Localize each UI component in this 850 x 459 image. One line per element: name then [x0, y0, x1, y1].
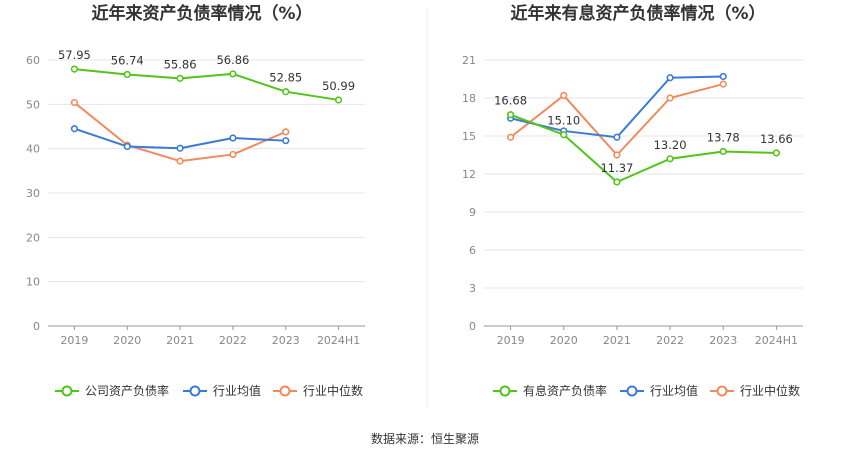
- y-tick-label: 15: [462, 130, 476, 143]
- data-label: 13.20: [654, 138, 687, 152]
- data-label: 15.10: [547, 114, 580, 128]
- y-tick-label: 12: [462, 168, 476, 181]
- x-tick-label: 2019: [497, 334, 525, 347]
- y-tick-label: 6: [469, 244, 476, 257]
- data-point: [176, 144, 184, 152]
- data-point: [334, 96, 343, 104]
- data-point: [123, 70, 131, 79]
- legend-swatch-marker: [61, 385, 73, 397]
- x-tick-label: 2022: [219, 334, 247, 347]
- data-point: [282, 128, 290, 136]
- x-tick-label: 2020: [113, 334, 141, 347]
- legend-swatch-marker: [499, 385, 511, 397]
- data-point: [719, 80, 727, 88]
- x-tick-label: 2020: [550, 334, 578, 347]
- y-tick-label: 3: [469, 282, 476, 295]
- data-point: [282, 137, 290, 145]
- data-label: 56.86: [216, 53, 249, 67]
- legend-swatch-marker: [279, 385, 291, 397]
- legend-label: 行业均值: [650, 383, 698, 398]
- y-tick-label: 50: [26, 98, 40, 111]
- series-line-2: [73, 101, 287, 163]
- chart-title: 近年来资产负债率情况（%）: [91, 3, 312, 24]
- data-point: [70, 125, 79, 133]
- data-point: [719, 147, 727, 156]
- chart-interest-debt-ratio: 近年来有息资产负债率情况（%） 0 3 6 9 12 15 18 21 2019 2020 2021 2…: [462, 3, 803, 398]
- data-point: [719, 72, 727, 81]
- legend-swatch-marker: [626, 385, 638, 397]
- data-point: [229, 134, 237, 142]
- data-point: [176, 74, 184, 82]
- chart-title: 近年来有息资产负债率情况（%）: [510, 3, 765, 24]
- x-tick-label: 2024H1: [755, 334, 798, 347]
- series-line-0: [510, 113, 777, 183]
- data-point: [229, 70, 237, 78]
- x-tick-label: 2023: [709, 334, 737, 347]
- data-label: 16.68: [494, 94, 527, 108]
- x-tick-label: 2022: [656, 334, 684, 347]
- series-line-2: [509, 83, 724, 156]
- x-tick-label: 2024H1: [317, 334, 360, 347]
- data-label: 57.95: [58, 48, 91, 62]
- data-label: 50.99: [322, 79, 355, 93]
- x-tick-label: 2019: [60, 334, 88, 347]
- y-tick-label: 21: [462, 54, 476, 67]
- x-tick-label: 2021: [603, 334, 631, 347]
- y-tick-label: 0: [469, 320, 476, 333]
- data-point: [613, 178, 621, 186]
- legend-swatch-marker: [716, 385, 728, 397]
- data-point: [70, 65, 79, 73]
- data-label: 56.74: [111, 53, 144, 67]
- y-tick-label: 40: [26, 143, 40, 156]
- series-line-1: [510, 75, 724, 139]
- legend-label: 行业均值: [213, 383, 261, 398]
- legend-label: 行业中位数: [740, 383, 800, 398]
- legend-label: 有息资产负债率: [523, 383, 607, 398]
- data-label: 52.85: [269, 71, 302, 85]
- chart-debt-ratio: 近年来资产负债率情况（%） 0 10 20 30 40 50 60 2019 2020 2021 20…: [26, 3, 365, 398]
- data-label: 55.86: [164, 57, 197, 71]
- data-point: [613, 133, 621, 141]
- y-tick-label: 60: [26, 54, 40, 67]
- data-point: [666, 155, 674, 163]
- data-label: 13.66: [760, 132, 793, 146]
- data-point: [506, 111, 515, 119]
- data-point: [560, 91, 568, 100]
- data-point: [282, 88, 290, 96]
- data-point: [176, 157, 184, 165]
- y-tick-label: 0: [33, 320, 40, 333]
- y-tick-label: 10: [26, 276, 40, 289]
- y-tick-label: 18: [462, 92, 476, 105]
- y-tick-label: 9: [469, 206, 476, 219]
- source-label: 数据来源：恒生聚源: [371, 431, 479, 446]
- data-point: [70, 98, 79, 107]
- data-point: [772, 149, 781, 157]
- data-point: [666, 94, 674, 102]
- x-tick-label: 2023: [272, 334, 300, 347]
- y-tick-label: 20: [26, 231, 40, 244]
- legend-swatch-marker: [189, 385, 201, 397]
- data-label: 13.78: [707, 130, 740, 144]
- data-point: [229, 150, 237, 159]
- y-tick-label: 30: [26, 187, 40, 200]
- series-line-0: [74, 68, 339, 101]
- legend-label: 公司资产负债率: [85, 383, 169, 398]
- data-label: 11.37: [600, 161, 633, 175]
- legend-label: 行业中位数: [303, 383, 363, 398]
- data-point: [123, 142, 131, 151]
- data-point: [613, 151, 621, 159]
- data-point: [560, 131, 568, 139]
- data-point: [506, 133, 515, 141]
- data-point: [666, 74, 674, 82]
- x-tick-label: 2021: [166, 334, 194, 347]
